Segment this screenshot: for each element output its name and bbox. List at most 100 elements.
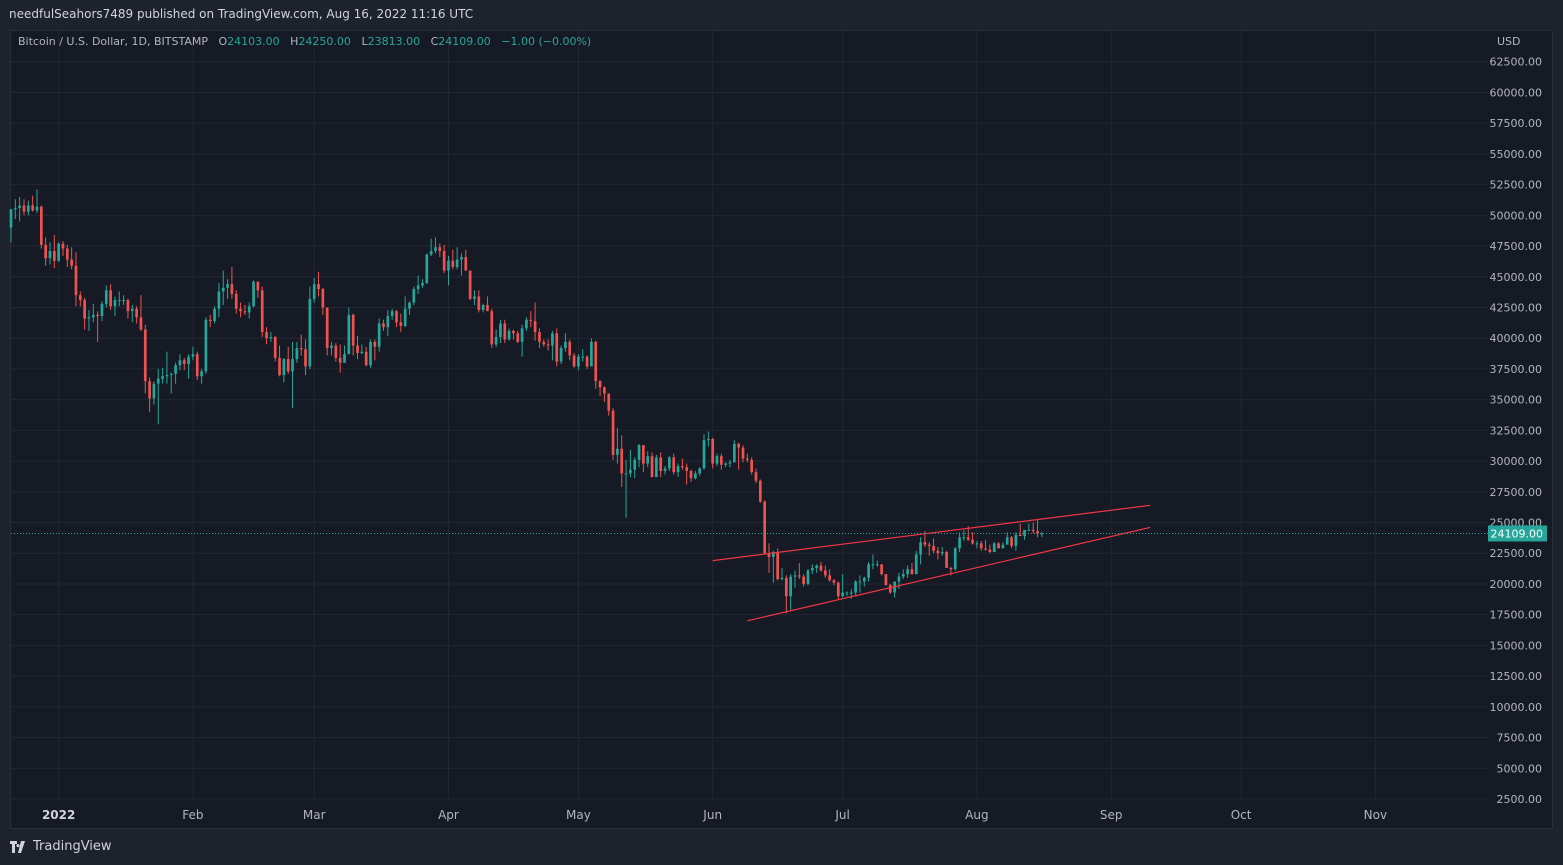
candle-body [914,554,918,575]
candle [321,287,325,315]
candle [148,377,151,412]
candle [754,468,758,484]
candle-body [984,548,987,550]
candle [590,338,593,367]
candle-body [481,305,485,310]
candle-body [182,360,186,365]
candle-body [187,356,190,365]
candle-body [191,354,195,357]
candle [564,333,567,352]
price-tick-label: 45000.00 [1490,271,1543,284]
candle-body [559,348,563,362]
candle [464,249,468,271]
candle [832,579,836,586]
price-tick-label: 22500.00 [1490,547,1543,560]
candle-body [927,544,931,546]
candle-body [195,354,199,377]
price-tick-label: 47500.00 [1490,240,1543,253]
tradingview-logo-icon[interactable] [10,841,28,853]
candle-body [728,462,732,464]
candle-body [278,357,281,376]
candle [594,340,598,389]
time-tick-label: Apr [438,808,459,822]
candle [620,435,624,487]
price-tick-label: 15000.00 [1490,639,1543,652]
candle [1001,542,1005,549]
candle-body [789,576,792,597]
publisher-info: needfulSeahors7489 published on TradingV… [9,7,474,21]
tradingview-brand[interactable]: TradingView [33,839,112,854]
candle-body [330,345,333,349]
candle [546,339,550,351]
candle-body [356,345,359,353]
candle [828,569,831,582]
time-tick-label: Aug [965,808,988,822]
candle [273,335,277,362]
candle-body [516,333,520,342]
candle-body [1005,537,1009,545]
candle-body [919,542,922,555]
candle [797,563,801,580]
candle [867,561,870,582]
candle [637,443,641,468]
candle-body [135,308,138,318]
candle [914,550,918,575]
candle-body [849,592,853,594]
publish-header: needfulSeahors7489 published on TradingV… [0,0,1563,30]
candle-body [888,585,892,593]
candle-body [940,552,944,554]
candle-body [295,348,299,360]
candle-body [945,552,948,568]
candle [871,554,875,570]
candle-body [971,539,974,544]
candle-body [590,341,593,367]
time-tick-label: Oct [1231,808,1252,822]
candle-body [520,328,524,342]
candle-body [923,542,927,545]
candle [1005,532,1009,545]
candle-body [464,257,468,271]
grid-lines [11,31,1488,800]
candle [525,317,528,331]
candle [234,290,238,314]
candle [39,205,43,249]
candle [256,281,260,298]
candle [334,343,338,362]
candle [945,550,948,568]
candle [130,305,134,323]
candle-body [334,345,338,358]
candle-body [707,438,710,441]
candle-body [234,293,238,309]
candle [364,346,368,367]
candle [91,303,95,323]
candle-body [169,373,173,376]
candle-body [793,575,797,577]
chart-frame[interactable] [10,30,1553,829]
candle-body [646,456,650,464]
candle [208,314,212,328]
candle [304,339,307,376]
candle-body [486,305,489,312]
candle-body [239,308,242,312]
candle-body [18,205,22,208]
candle [399,313,403,333]
candle [200,368,203,384]
candle-body [26,205,30,212]
candle-body [434,247,437,251]
candle-body [867,564,870,578]
candle [988,544,992,554]
candle-body [256,281,260,291]
candle-body [720,456,723,465]
candle [624,459,628,518]
candle [356,335,359,360]
candle [299,334,303,356]
candle-body [702,440,706,469]
candle [135,306,138,324]
candle [763,500,767,554]
candle-body [715,456,719,464]
candle [338,344,342,373]
candle [156,368,160,425]
candle [104,285,108,308]
candle-body [616,448,619,455]
